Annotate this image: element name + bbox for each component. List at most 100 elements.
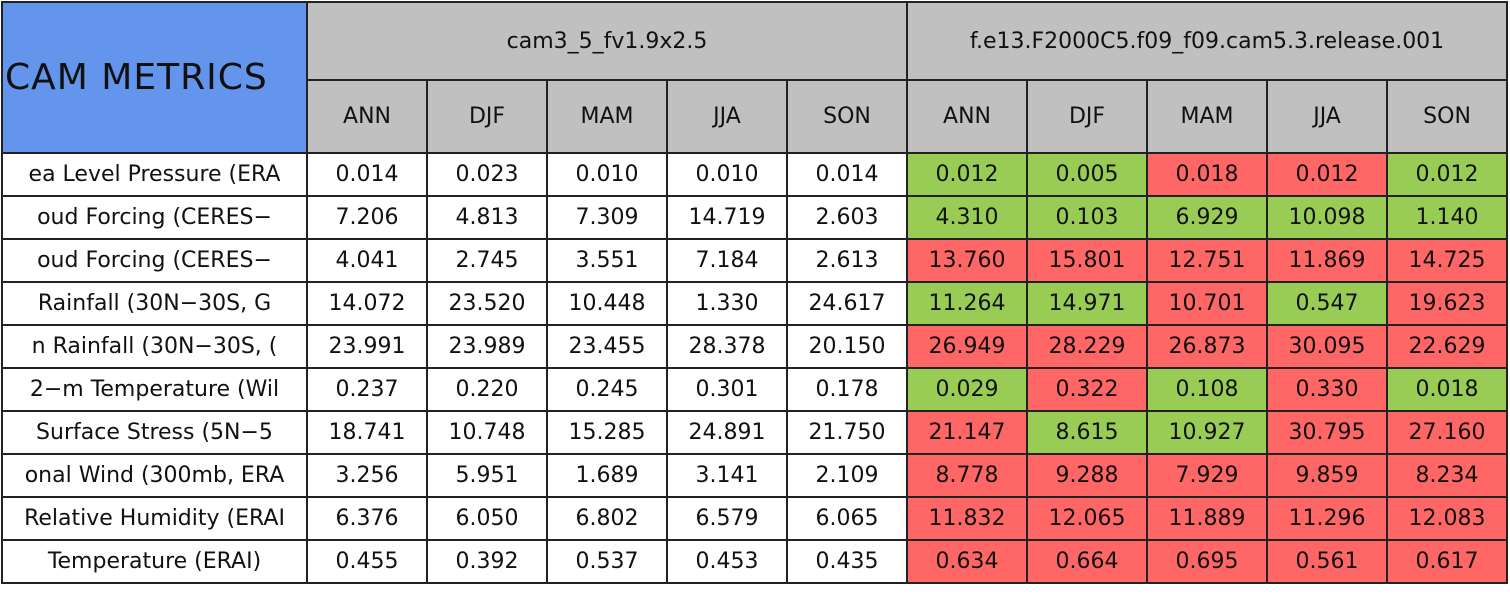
data-row: oud Forcing (CERES− 7.206 4.813 7.309 14.719… — [1, 195, 1509, 240]
season-header: SON — [1386, 79, 1509, 154]
value-cell: 9.288 — [1026, 453, 1149, 498]
value-cell: 30.095 — [1266, 324, 1389, 369]
value-cell: 23.991 — [306, 324, 428, 369]
row-label: ea Level Pressure (ERA — [28, 162, 281, 187]
value-cell: 0.435 — [785, 539, 909, 584]
value-cell: 13.760 — [906, 238, 1029, 283]
data-row: Surface Stress (5N−5 18.741 10.748 15.285 24… — [1, 410, 1509, 455]
value-cell: 6.802 — [546, 496, 668, 541]
value-cell: 0.012 — [906, 152, 1029, 197]
value-cell: 10.927 — [1146, 410, 1269, 455]
value-cell: 6.050 — [426, 496, 548, 541]
value-cell: 26.873 — [1146, 324, 1269, 369]
value-cell: 0.220 — [426, 367, 548, 412]
value-cell: 0.018 — [1386, 367, 1509, 412]
value-cell: 2.109 — [785, 453, 909, 498]
row-label-cell: Surface Stress (5N−5 — [1, 410, 308, 455]
value-cell: 20.150 — [785, 324, 909, 369]
value-cell: 8.234 — [1386, 453, 1509, 498]
value-cell: 0.014 — [785, 152, 909, 197]
value-cell: 4.041 — [306, 238, 428, 283]
value-cell: 0.014 — [306, 152, 428, 197]
value-cell: 6.579 — [666, 496, 788, 541]
value-cell: 0.330 — [1266, 367, 1389, 412]
value-cell: 30.795 — [1266, 410, 1389, 455]
season-header: JJA — [666, 79, 788, 154]
season-header: ANN — [306, 79, 428, 154]
value-cell: 22.629 — [1386, 324, 1509, 369]
row-label-cell: onal Wind (300mb, ERA — [1, 453, 308, 498]
value-cell: 0.453 — [666, 539, 788, 584]
value-cell: 7.206 — [306, 195, 428, 240]
value-cell: 0.010 — [666, 152, 788, 197]
row-label: onal Wind (300mb, ERA — [24, 463, 285, 488]
value-cell: 24.617 — [785, 281, 909, 326]
value-cell: 0.301 — [666, 367, 788, 412]
row-label: oud Forcing (CERES− — [37, 248, 272, 273]
row-label: Relative Humidity (ERAI — [24, 506, 285, 531]
season-header: DJF — [426, 79, 548, 154]
value-cell: 0.237 — [306, 367, 428, 412]
season-header: JJA — [1266, 79, 1389, 154]
value-cell: 7.929 — [1146, 453, 1269, 498]
title: CAM METRICS — [5, 57, 268, 98]
value-cell: 23.989 — [426, 324, 548, 369]
group-header: f.e13.F2000C5.f09_f09.cam5.3.release.001 — [906, 1, 1509, 81]
value-cell: 11.832 — [906, 496, 1029, 541]
title-cell: CAM METRICS — [1, 1, 308, 154]
value-cell: 4.813 — [426, 195, 548, 240]
value-cell: 0.537 — [546, 539, 668, 584]
value-cell: 15.801 — [1026, 238, 1149, 283]
value-cell: 27.160 — [1386, 410, 1509, 455]
value-cell: 14.725 — [1386, 238, 1509, 283]
metrics-table: CAM METRICS cam3_5_fv1.9x2.5 f.e13.F2000C5… — [1, 1, 1509, 584]
row-label-cell: oud Forcing (CERES− — [1, 195, 308, 240]
value-cell: 0.561 — [1266, 539, 1389, 584]
value-cell: 23.520 — [426, 281, 548, 326]
value-cell: 14.971 — [1026, 281, 1149, 326]
value-cell: 2.603 — [785, 195, 909, 240]
season-header: MAM — [546, 79, 668, 154]
season-header: ANN — [906, 79, 1029, 154]
value-cell: 0.664 — [1026, 539, 1149, 584]
row-label: Rainfall (30N−30S, G — [37, 291, 272, 316]
value-cell: 2.613 — [785, 238, 909, 283]
value-cell: 8.615 — [1026, 410, 1149, 455]
value-cell: 15.285 — [546, 410, 668, 455]
row-label-cell: oud Forcing (CERES− — [1, 238, 308, 283]
row-label-cell: Rainfall (30N−30S, G — [1, 281, 308, 326]
value-cell: 0.108 — [1146, 367, 1269, 412]
row-label: 2−m Temperature (Wil — [29, 377, 280, 402]
value-cell: 0.010 — [546, 152, 668, 197]
value-cell: 4.310 — [906, 195, 1029, 240]
value-cell: 12.083 — [1386, 496, 1509, 541]
value-cell: 0.012 — [1266, 152, 1389, 197]
value-cell: 9.859 — [1266, 453, 1389, 498]
season-header: MAM — [1146, 79, 1269, 154]
value-cell: 0.617 — [1386, 539, 1509, 584]
value-cell: 6.065 — [785, 496, 909, 541]
value-cell: 12.751 — [1146, 238, 1269, 283]
value-cell: 11.264 — [906, 281, 1029, 326]
value-cell: 26.949 — [906, 324, 1029, 369]
value-cell: 11.869 — [1266, 238, 1389, 283]
row-label: Surface Stress (5N−5 — [36, 420, 273, 445]
value-cell: 14.072 — [306, 281, 428, 326]
data-row: Temperature (ERAI) 0.455 0.392 0.537 0.453 0.… — [1, 539, 1509, 584]
row-label-cell: ea Level Pressure (ERA — [1, 152, 308, 197]
value-cell: 3.256 — [306, 453, 428, 498]
data-row: ea Level Pressure (ERA 0.014 0.023 0.010 0.0… — [1, 152, 1509, 197]
value-cell: 6.929 — [1146, 195, 1269, 240]
value-cell: 12.065 — [1026, 496, 1149, 541]
row-label-cell: n Rainfall (30N−30S, ( — [1, 324, 308, 369]
value-cell: 1.689 — [546, 453, 668, 498]
value-cell: 24.891 — [666, 410, 788, 455]
value-cell: 0.005 — [1026, 152, 1149, 197]
value-cell: 10.701 — [1146, 281, 1269, 326]
value-cell: 0.322 — [1026, 367, 1149, 412]
value-cell: 11.296 — [1266, 496, 1389, 541]
data-row: oud Forcing (CERES− 4.041 2.745 3.551 7.184 2… — [1, 238, 1509, 283]
value-cell: 0.634 — [906, 539, 1029, 584]
value-cell: 19.623 — [1386, 281, 1509, 326]
